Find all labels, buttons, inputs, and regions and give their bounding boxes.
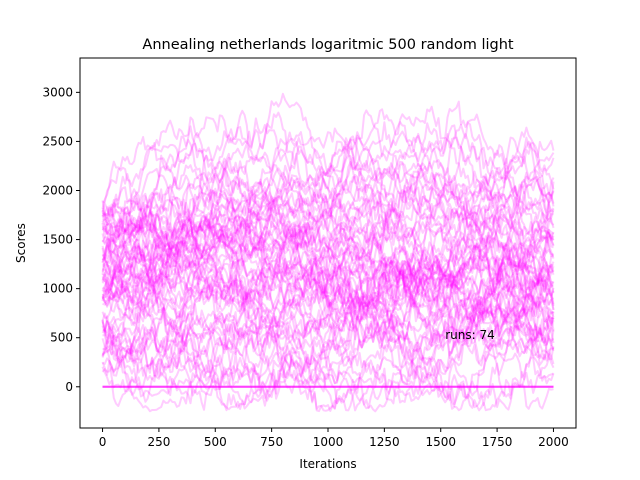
run-line bbox=[101, 267, 555, 407]
run-line bbox=[101, 233, 555, 350]
run-line bbox=[101, 161, 555, 307]
run-line bbox=[101, 241, 554, 353]
run-line bbox=[101, 186, 555, 354]
run-line bbox=[101, 252, 555, 357]
run-line bbox=[101, 109, 554, 287]
runs-annotation: runs: 74 bbox=[445, 328, 495, 342]
run-line bbox=[101, 251, 555, 385]
run-line bbox=[101, 212, 554, 409]
run-line bbox=[101, 182, 554, 405]
x-tick-label: 750 bbox=[260, 435, 283, 449]
run-line bbox=[102, 203, 555, 327]
x-tick-label: 2000 bbox=[538, 435, 569, 449]
run-line bbox=[101, 155, 554, 317]
run-line bbox=[101, 263, 554, 413]
chart-title: Annealing netherlands logaritmic 500 ran… bbox=[142, 37, 513, 53]
run-line bbox=[102, 146, 555, 298]
y-tick-label: 0 bbox=[65, 380, 73, 394]
series-layer bbox=[101, 92, 555, 413]
y-tick-label: 2000 bbox=[42, 183, 73, 197]
run-line bbox=[101, 255, 555, 411]
run-line bbox=[101, 162, 554, 327]
y-tick-label: 1500 bbox=[42, 233, 73, 247]
run-line bbox=[102, 109, 555, 328]
run-line bbox=[102, 222, 555, 393]
run-line bbox=[101, 231, 555, 321]
run-line bbox=[101, 157, 555, 268]
run-line bbox=[102, 242, 555, 344]
run-line bbox=[102, 167, 555, 262]
run-line bbox=[101, 114, 555, 215]
run-line bbox=[101, 284, 555, 412]
run-line bbox=[101, 177, 554, 336]
run-line bbox=[101, 151, 555, 240]
x-tick-label: 0 bbox=[99, 435, 107, 449]
run-line bbox=[102, 272, 555, 406]
run-line bbox=[101, 252, 555, 357]
run-line bbox=[102, 227, 555, 399]
x-tick-label: 500 bbox=[204, 435, 227, 449]
y-tick-label: 1000 bbox=[42, 282, 73, 296]
run-line bbox=[101, 122, 555, 264]
run-line bbox=[101, 147, 555, 330]
run-line bbox=[101, 283, 554, 411]
run-line bbox=[101, 165, 555, 398]
x-axis-label: Iterations bbox=[299, 457, 356, 471]
run-line bbox=[101, 145, 555, 299]
run-line bbox=[101, 192, 555, 328]
run-line bbox=[101, 225, 555, 403]
run-line bbox=[101, 235, 555, 364]
y-axis-label: Scores bbox=[14, 223, 28, 263]
run-line bbox=[102, 278, 555, 381]
run-line bbox=[101, 133, 555, 301]
run-line bbox=[101, 193, 555, 350]
run-line bbox=[101, 191, 554, 306]
run-line bbox=[102, 136, 555, 259]
run-line bbox=[101, 196, 555, 384]
y-axis: 0 500 1000 1500 2000 2500 3000 bbox=[42, 85, 80, 394]
run-line bbox=[101, 196, 555, 343]
run-line bbox=[101, 162, 555, 295]
run-line bbox=[101, 133, 555, 308]
run-line bbox=[101, 126, 555, 250]
y-tick-label: 2500 bbox=[42, 134, 73, 148]
run-line bbox=[101, 214, 554, 381]
x-tick-label: 1750 bbox=[482, 435, 513, 449]
y-tick-label: 500 bbox=[50, 331, 73, 345]
y-tick-label: 3000 bbox=[42, 85, 73, 99]
run-line bbox=[101, 252, 555, 385]
x-axis: 0 250 500 750 1000 1250 1500 1750 2000 bbox=[99, 428, 569, 449]
x-tick-label: 250 bbox=[147, 435, 170, 449]
run-line bbox=[101, 111, 555, 236]
run-line bbox=[101, 152, 555, 313]
run-line bbox=[101, 184, 555, 285]
run-line bbox=[101, 213, 555, 363]
x-tick-label: 1250 bbox=[369, 435, 400, 449]
x-tick-label: 1000 bbox=[313, 435, 344, 449]
run-line bbox=[101, 113, 555, 281]
run-line bbox=[102, 135, 554, 320]
x-tick-label: 1500 bbox=[425, 435, 456, 449]
run-line bbox=[102, 175, 555, 329]
run-line bbox=[102, 132, 555, 287]
run-line bbox=[101, 251, 555, 381]
run-line bbox=[101, 233, 555, 405]
run-line bbox=[101, 199, 555, 325]
run-line bbox=[101, 263, 555, 413]
run-line bbox=[101, 279, 554, 412]
run-line bbox=[101, 92, 555, 320]
run-line bbox=[101, 215, 555, 358]
run-line bbox=[102, 188, 555, 382]
run-line bbox=[102, 214, 555, 325]
run-line bbox=[101, 181, 555, 378]
run-line bbox=[102, 248, 555, 346]
